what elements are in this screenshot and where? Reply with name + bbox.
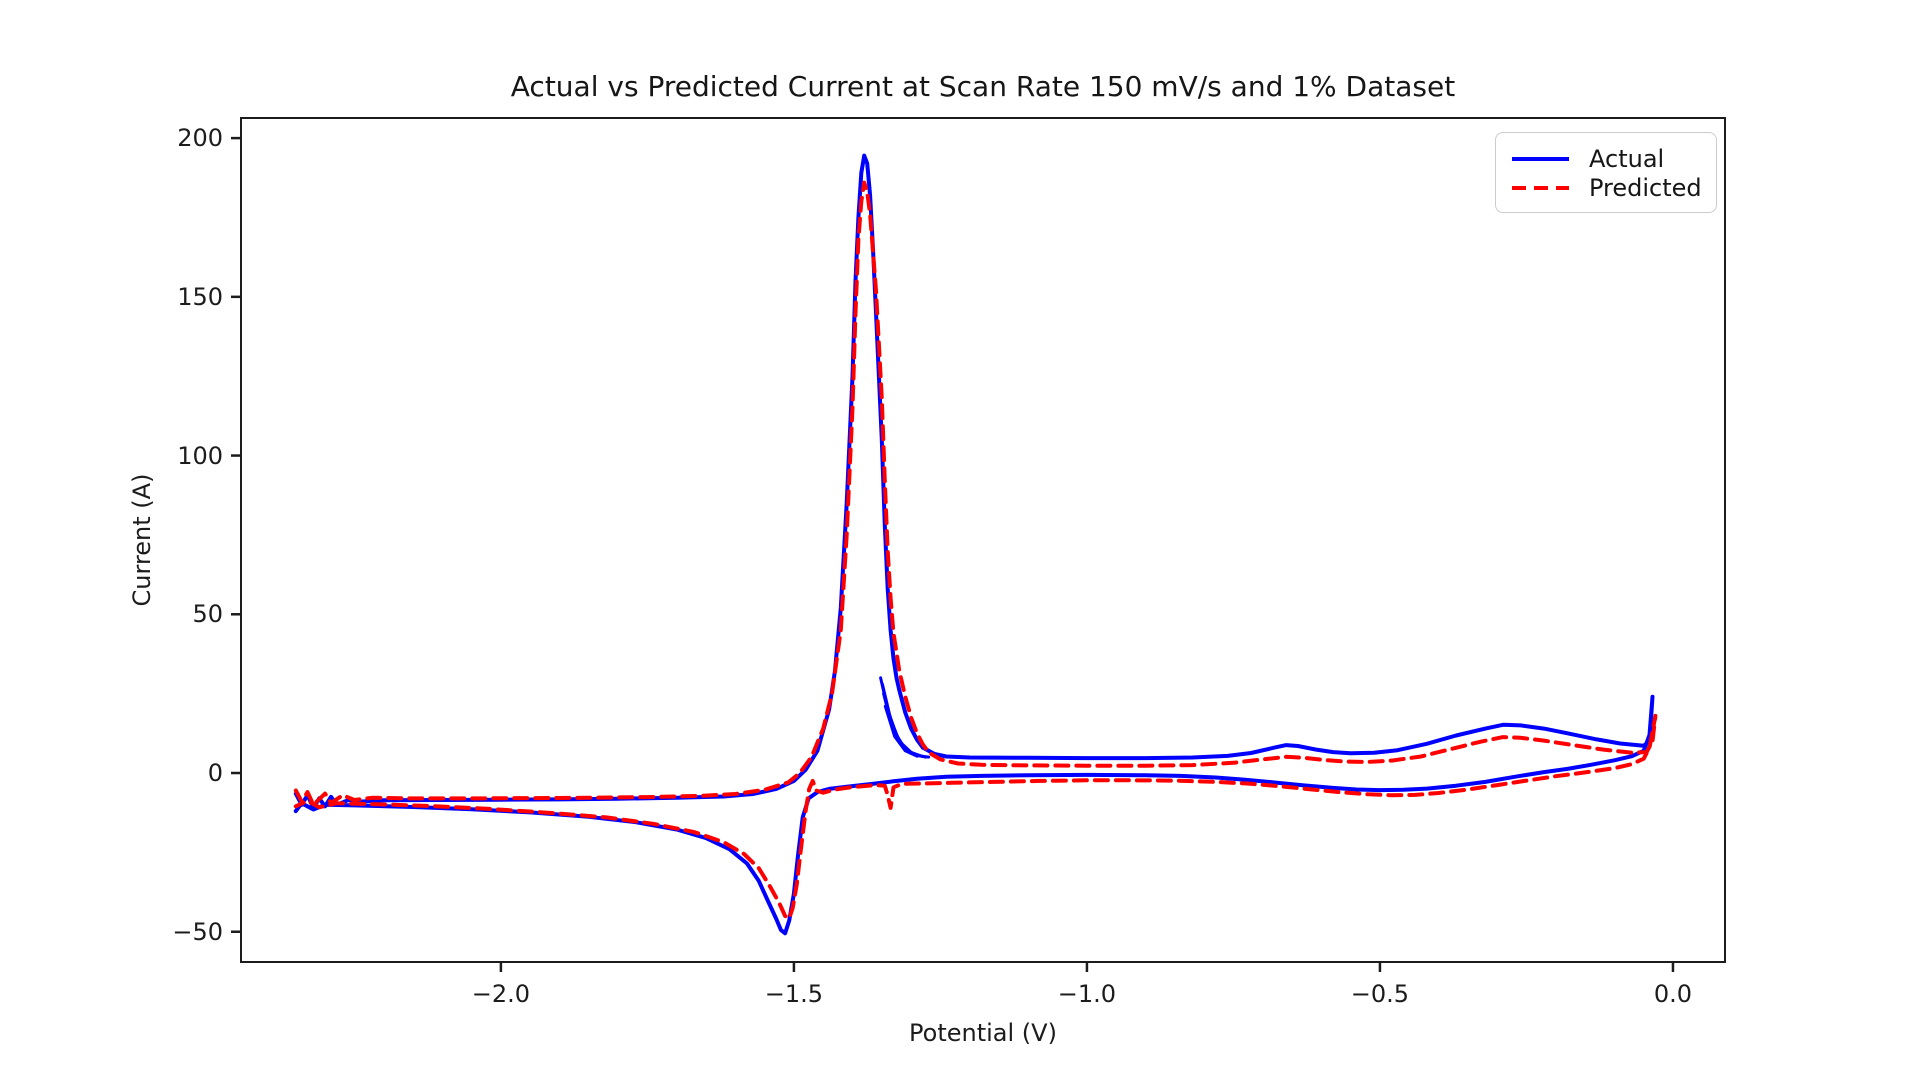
legend-label-predicted: Predicted	[1589, 173, 1702, 202]
actual-line-sample	[1512, 157, 1569, 162]
legend-item-actual: Actual	[1512, 145, 1702, 174]
legend-label-actual: Actual	[1589, 145, 1665, 174]
legend: Actual Predicted	[1495, 132, 1717, 213]
x-tick-label: 0.0	[1653, 980, 1693, 1008]
chart-title: Actual vs Predicted Current at Scan Rate…	[510, 70, 1456, 103]
y-tick-label: −50	[172, 917, 223, 946]
y-axis-label: Current (A)	[128, 473, 156, 607]
plot-area	[240, 117, 1726, 963]
x-tick-label: −0.5	[1350, 980, 1410, 1008]
x-tick-label: −1.0	[1057, 980, 1117, 1008]
x-tick-label: −1.5	[764, 980, 824, 1008]
y-tick-label: 200	[177, 124, 223, 153]
x-axis-label: Potential (V)	[909, 1019, 1057, 1047]
legend-item-predicted: Predicted	[1512, 174, 1702, 203]
predicted-line-sample	[1512, 185, 1569, 190]
y-tick-label: 50	[192, 600, 223, 629]
x-tick-label: −2.0	[471, 980, 531, 1008]
y-tick-label: 150	[177, 282, 223, 311]
y-tick-label: 0	[207, 759, 223, 787]
y-tick-label: 100	[177, 441, 223, 470]
